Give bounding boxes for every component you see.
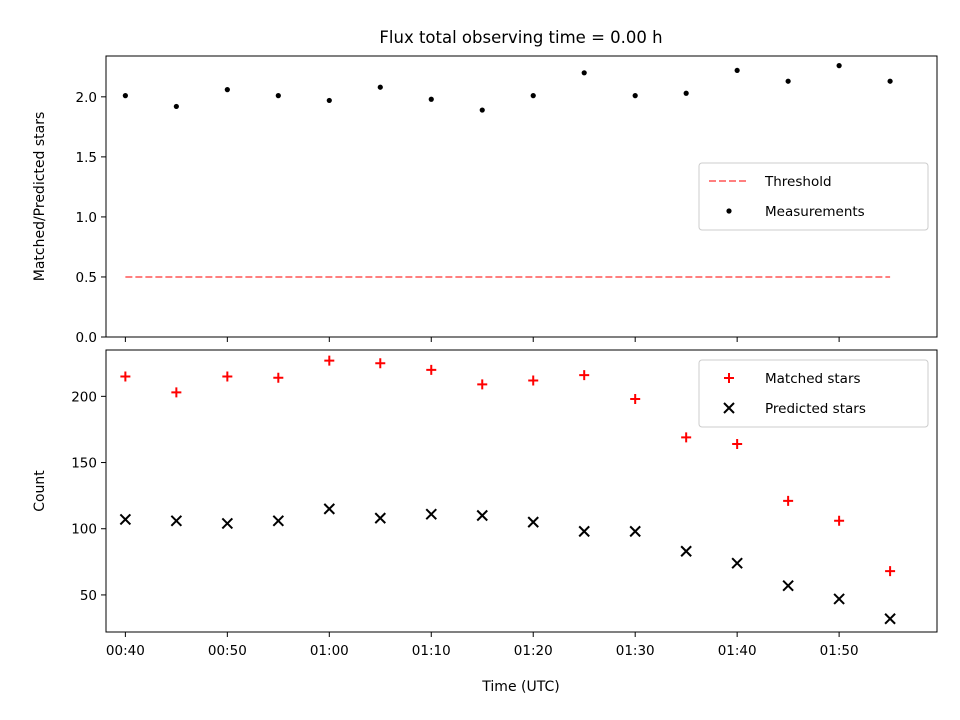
x-tick-label: 01:00 bbox=[310, 643, 349, 659]
measurements-point bbox=[581, 70, 587, 76]
matched-stars-point bbox=[732, 439, 743, 449]
y-tick-label: 0.5 bbox=[76, 270, 97, 286]
x-tick-label: 00:50 bbox=[208, 643, 247, 659]
measurements-legend-label: Measurements bbox=[765, 204, 865, 220]
legend-box bbox=[698, 359, 929, 428]
ratio-panel: 0.0 0.5 1.0 1.5 2.0 Matched/Predicted stars Th… bbox=[32, 55, 938, 346]
legend: Matched stars Predicted stars bbox=[698, 359, 929, 428]
predicted-stars-legend-label: Predicted stars bbox=[765, 401, 866, 417]
y-tick-label: 200 bbox=[71, 389, 97, 405]
x-tick-label: 00:40 bbox=[106, 643, 145, 659]
predicted-stars-point bbox=[221, 517, 234, 530]
threshold-legend-label: Threshold bbox=[764, 174, 832, 190]
matched-stars-point bbox=[579, 370, 590, 381]
x-tick-label: 01:50 bbox=[820, 643, 859, 659]
matched-stars-point bbox=[528, 375, 539, 386]
predicted-stars-point bbox=[833, 593, 845, 605]
count-panel: 50 100 150 200 00:40 00:50 01:00 01:10 01:20 01:3… bbox=[32, 349, 938, 659]
matched-stars-point bbox=[783, 495, 794, 506]
y-tick-label: 150 bbox=[71, 456, 97, 472]
matched-stars-legend-handle bbox=[724, 373, 734, 383]
predicted-stars-point bbox=[884, 613, 896, 625]
matched-stars-point bbox=[477, 379, 488, 390]
predicted-stars-point bbox=[629, 525, 641, 538]
predicted-stars-series bbox=[119, 503, 896, 625]
measurements-point bbox=[275, 93, 281, 99]
matched-stars-point bbox=[120, 371, 131, 382]
axes-frame bbox=[105, 349, 938, 633]
measurements-point bbox=[632, 93, 638, 99]
measurements-point bbox=[887, 78, 893, 84]
matched-stars-point bbox=[171, 387, 182, 398]
measurements-point bbox=[734, 67, 740, 74]
measurements-legend-handle bbox=[726, 208, 732, 214]
y-tick-label: 50 bbox=[80, 588, 97, 604]
y-tick-label: 1.0 bbox=[76, 210, 97, 226]
predicted-stars-point bbox=[170, 515, 183, 527]
matched-stars-series bbox=[120, 355, 896, 577]
predicted-stars-point bbox=[119, 513, 132, 526]
measurements-series bbox=[122, 63, 893, 113]
predicted-stars-point bbox=[527, 516, 539, 528]
y-axis-label: Count bbox=[32, 470, 48, 512]
y-tick-label: 100 bbox=[71, 522, 97, 538]
y-tick-label: 0.0 bbox=[76, 330, 97, 346]
predicted-stars-point bbox=[680, 545, 692, 557]
x-tick-label: 01:10 bbox=[412, 643, 451, 659]
matched-stars-point bbox=[273, 372, 284, 383]
matched-stars-point bbox=[630, 393, 641, 404]
predicted-stars-point bbox=[782, 579, 794, 592]
legend-box bbox=[698, 162, 929, 231]
matched-stars-point bbox=[681, 432, 692, 443]
matched-stars-point bbox=[426, 364, 437, 375]
predicted-stars-point bbox=[374, 512, 386, 524]
predicted-stars-point bbox=[731, 557, 743, 569]
matched-stars-point bbox=[375, 358, 386, 369]
predicted-stars-point bbox=[578, 525, 590, 538]
measurements-point bbox=[377, 84, 383, 90]
matched-stars-point bbox=[885, 566, 896, 577]
predicted-stars-point bbox=[323, 503, 336, 515]
x-tick-label: 01:30 bbox=[616, 643, 655, 659]
matched-stars-point bbox=[834, 515, 845, 526]
x-tick-label: 01:20 bbox=[514, 643, 553, 659]
x-tick-label: 01:40 bbox=[718, 643, 757, 659]
y-axis-label: Matched/Predicted stars bbox=[32, 112, 48, 282]
measurements-point bbox=[122, 93, 128, 99]
measurements-point bbox=[428, 96, 434, 102]
matched-stars-point bbox=[222, 371, 233, 382]
axes-frame bbox=[105, 55, 938, 338]
measurements-point bbox=[224, 87, 230, 93]
chart-title: Flux total observing time = 0.00 h bbox=[379, 28, 662, 47]
predicted-stars-point bbox=[272, 515, 285, 527]
measurements-point bbox=[785, 78, 791, 84]
x-axis-label: Time (UTC) bbox=[481, 679, 559, 695]
measurements-point bbox=[326, 97, 332, 104]
measurements-point bbox=[836, 63, 842, 69]
measurements-point bbox=[683, 90, 689, 96]
measurements-point bbox=[479, 107, 485, 113]
predicted-stars-point bbox=[476, 509, 488, 522]
matched-stars-point bbox=[324, 355, 335, 366]
y-tick-label: 1.5 bbox=[76, 150, 97, 166]
y-tick-label: 2.0 bbox=[76, 90, 97, 106]
measurements-point bbox=[173, 103, 179, 110]
matched-stars-legend-label: Matched stars bbox=[765, 371, 861, 387]
measurements-point bbox=[530, 93, 536, 99]
legend: Threshold Measurements bbox=[698, 162, 929, 231]
predicted-stars-legend-handle bbox=[723, 402, 735, 414]
predicted-stars-point bbox=[425, 508, 437, 520]
